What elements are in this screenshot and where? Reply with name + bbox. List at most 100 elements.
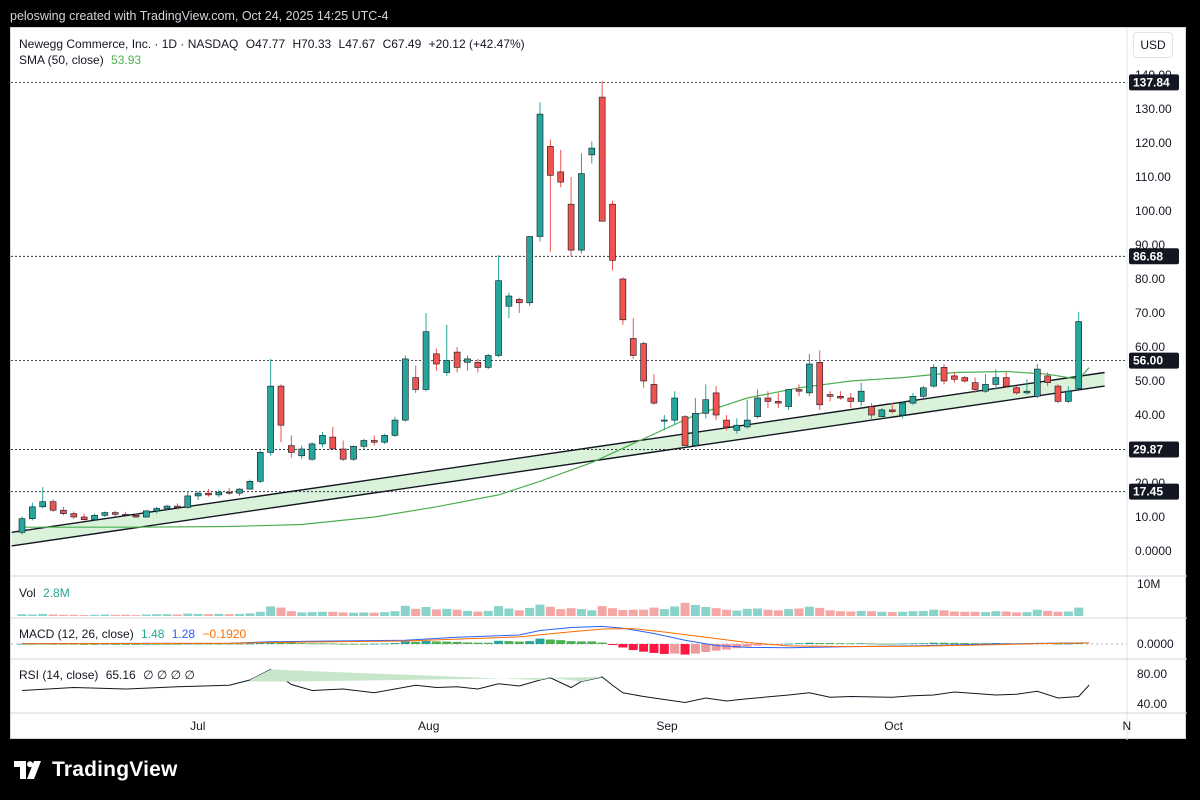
macd-histogram-bar [1053,643,1063,645]
volume-label[interactable]: Vol [19,586,36,600]
volume-bar [939,610,949,616]
macd-histogram-bar [380,643,390,645]
chart-frame[interactable]: 0.000010.0020.0030.0040.0050.0060.0070.0… [10,27,1187,740]
volume-bar [597,606,607,616]
volume-bar [141,614,151,616]
volume-bar [835,611,845,616]
candle-body [733,424,741,431]
candle-body [267,385,274,453]
volume-bar [659,609,669,616]
candle-body [111,512,119,515]
brand-name: TradingView [52,758,178,781]
macd-histogram-bar [359,643,369,645]
symbol-title[interactable]: Newegg Commerce, Inc. · 1D · NASDAQ [19,37,239,51]
price-tick-label: 80.00 [1135,272,1165,286]
volume-bar [380,612,390,616]
volume-bar [1043,610,1053,616]
price-tick-label: 120.00 [1135,136,1172,150]
volume-bar [1001,611,1011,616]
volume-bar [58,614,68,616]
candle-body [236,488,243,494]
candle-body [453,351,461,368]
volume-bar [1012,612,1022,616]
candle-body [764,397,772,402]
candle-body [547,146,554,176]
macd-histogram-bar [773,644,783,645]
candle-body [205,492,212,496]
candle-body [598,96,606,222]
candle-body [578,173,585,251]
macd-histogram-bar [483,642,493,644]
candle-body [29,506,36,519]
rsi-axis-label: 80.00 [1137,667,1167,681]
macd-histogram-bar [245,643,255,645]
macd-histogram-bar [732,644,742,649]
volume-bar [27,614,37,616]
volume-bar [235,613,245,616]
volume-bar [462,610,472,616]
sma-label[interactable]: SMA (50, close) [19,53,104,67]
volume-bar [949,611,959,616]
macd-histogram-bar [69,643,79,645]
candle-body [350,445,357,460]
price-level-label: 29.87 [1133,442,1163,456]
macd-histogram-bar [628,644,638,651]
candle-body [1075,321,1083,389]
volume-bar [618,610,628,616]
volume-bar [732,610,742,616]
macd-histogram-bar [172,643,182,645]
tradingview-brand[interactable]: TradingView [14,756,178,784]
volume-legend: Vol 2.8M [19,586,70,600]
volume-bar [701,607,711,616]
macd-histogram-bar [411,641,421,644]
candle-body [143,510,150,518]
volume-value: 2.8M [43,586,70,600]
macd-histogram-bar [680,644,690,655]
macd-histogram-bar [48,643,58,645]
macd-histogram-bar [307,643,317,645]
macd-histogram-bar [587,641,597,644]
candle-body [246,480,254,490]
volume-bar [224,614,234,616]
rsi-label[interactable]: RSI (14, close) [19,668,99,682]
candle-body [971,382,979,390]
volume-bar [193,613,203,616]
volume-bar [587,610,597,616]
volume-bar [898,611,908,616]
candle-body [174,505,181,508]
macd-histogram-bar [514,641,524,644]
volume-bar [411,608,421,616]
macd-histogram-bar [141,643,151,645]
candle-body [360,440,368,447]
volume-bar [794,608,804,616]
volume-bar [556,609,566,616]
rsi-axis-label: 40.00 [1137,697,1167,711]
time-axis-label: Sep [656,719,678,733]
price-tick-label: 110.00 [1135,170,1171,184]
volume-bar [452,609,462,616]
currency-button[interactable]: USD [1133,32,1173,58]
volume-bar [825,610,835,616]
macd-histogram-bar [846,643,856,645]
candle-body [930,367,937,387]
volume-bar [17,614,27,616]
macd-histogram-bar [835,643,845,644]
time-axis-label: N [1123,719,1132,733]
volume-bar [690,604,700,616]
time-axis-label: Jul [190,719,205,733]
macd-histogram-bar [566,641,576,644]
volume-bar [172,614,182,616]
candle-body [619,278,627,321]
macd-label[interactable]: MACD (12, 26, close) [19,627,134,641]
volume-bar [711,608,721,616]
chart-canvas[interactable]: 0.000010.0020.0030.0040.0050.0060.0070.0… [11,28,1187,740]
candle-body [868,406,875,416]
candle-body [1065,390,1072,402]
macd-histogram-bar [659,644,669,654]
volume-bar [307,612,317,616]
volume-bar [566,608,576,616]
volume-bar [483,610,493,616]
price-level-label: 56.00 [1133,354,1163,368]
candle-body [412,377,419,390]
legend-high: H70.33 [292,37,332,51]
